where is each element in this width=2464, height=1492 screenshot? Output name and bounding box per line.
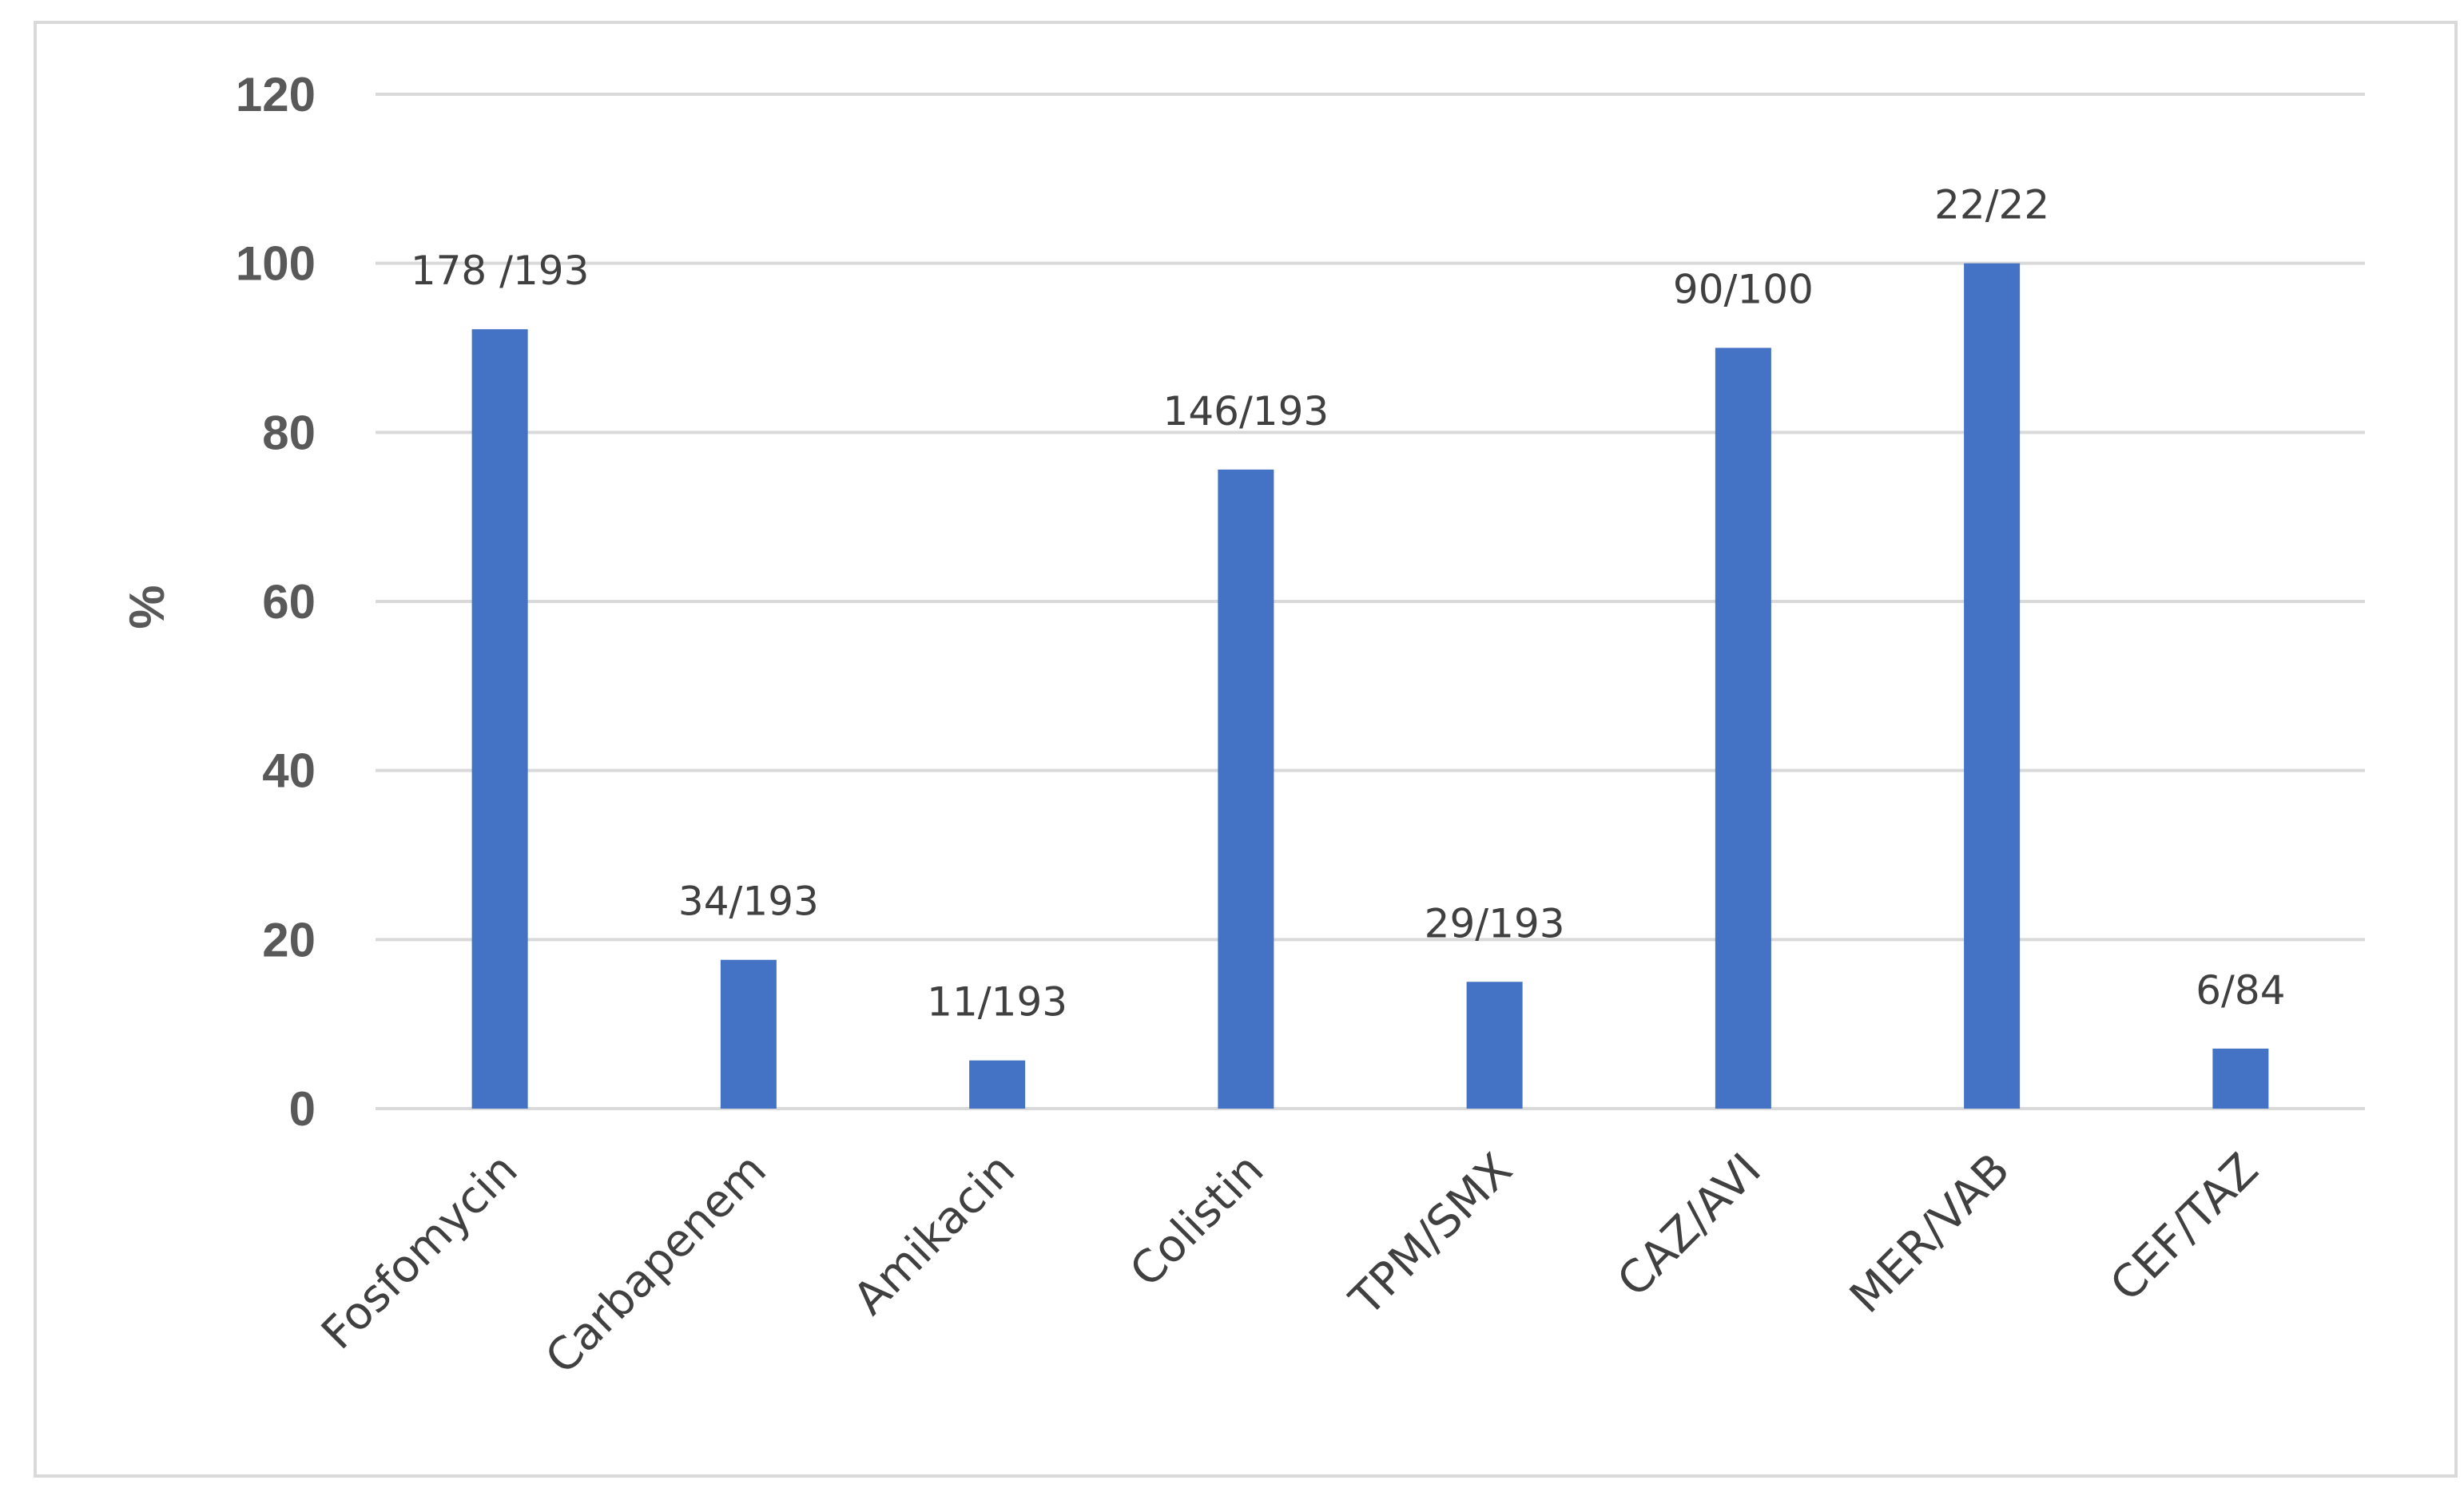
data-label: 29/193 — [1425, 900, 1565, 946]
data-label: 146/193 — [1163, 388, 1329, 435]
y-tick-label: 80 — [262, 406, 316, 459]
y-axis-label: % — [120, 585, 175, 629]
y-tick-label: 60 — [262, 575, 316, 629]
bar-amikacin — [969, 1060, 1026, 1109]
bar-cef-taz — [2212, 1048, 2269, 1109]
y-tick-label: 120 — [236, 68, 316, 121]
bar-fosfomycin — [471, 329, 528, 1109]
data-label: 90/100 — [1673, 267, 1814, 313]
data-label: 22/22 — [1934, 182, 2049, 228]
bar-tpm-smx — [1466, 982, 1523, 1109]
y-axis-ticks: 0 20 40 60 80 100 120 — [236, 68, 316, 1136]
x-axis-ticks: Fosfomycin Carbapenem Amikacin Colistin TPM/… — [312, 1144, 2268, 1384]
bar-mer-vab — [1964, 263, 2021, 1109]
y-tick-label: 100 — [236, 237, 316, 291]
x-tick-label: Amikacin — [844, 1144, 1025, 1325]
data-labels: 178 /193 34/193 11/193 146/193 29/193 90/100 2… — [411, 182, 2286, 1026]
bars — [471, 263, 2269, 1109]
data-label: 34/193 — [678, 879, 819, 925]
y-tick-label: 20 — [262, 913, 316, 966]
x-tick-label: CEF/TAZ — [2100, 1144, 2268, 1311]
x-tick-label: MER/VAB — [1840, 1144, 2020, 1323]
x-tick-label: Colistin — [1120, 1144, 1274, 1297]
bar-carbapenem — [720, 959, 777, 1109]
x-tick-label: TPM/SMX — [1340, 1144, 1523, 1327]
data-label: 178 /193 — [411, 248, 590, 294]
y-tick-label: 40 — [262, 744, 316, 798]
data-label: 11/193 — [927, 979, 1067, 1026]
data-label: 6/84 — [2196, 967, 2285, 1014]
x-tick-label: CAZ/AVI — [1608, 1144, 1771, 1307]
y-tick-label: 0 — [289, 1082, 316, 1136]
x-tick-label: Carbapenem — [536, 1144, 777, 1384]
x-tick-label: Fosfomycin — [312, 1144, 527, 1359]
bar-caz-avi — [1715, 347, 1771, 1109]
bar-colistin — [1218, 469, 1274, 1109]
gridlines — [376, 93, 2365, 1110]
